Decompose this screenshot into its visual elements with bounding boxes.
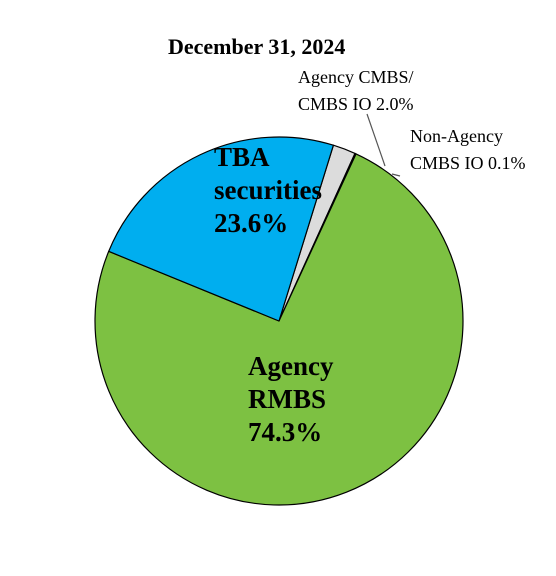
label-non-agency-cmbs-line: Non-Agency: [410, 126, 503, 146]
chart-title: December 31, 2024: [168, 34, 346, 59]
label-tba-securities-line: TBA: [214, 142, 270, 172]
leader-line-non-agency-cmbs: [391, 173, 401, 177]
label-agency-rmbs-line: Agency: [248, 351, 334, 381]
slice-agency-rmbs: [94, 153, 464, 506]
label-agency-rmbs-line: RMBS: [248, 384, 326, 414]
label-agency-cmbs-line: Agency CMBS/: [298, 67, 414, 87]
leader-line-agency-cmbs: [366, 113, 386, 167]
label-non-agency-cmbs: Non-Agency CMBS IO 0.1%: [410, 126, 526, 173]
label-agency-cmbs-line: CMBS IO 2.0%: [298, 94, 414, 114]
label-tba-securities-line: securities: [214, 175, 322, 205]
label-non-agency-cmbs-line: CMBS IO 0.1%: [410, 153, 526, 173]
label-agency-rmbs-line: 74.3%: [248, 417, 322, 447]
label-agency-cmbs: Agency CMBS/CMBS IO 2.0%: [298, 67, 414, 114]
label-tba-securities: TBA securities 23.6%: [214, 142, 322, 238]
label-agency-rmbs: Agency RMBS 74.3%: [248, 351, 334, 447]
slice-tba-securities: [108, 136, 335, 322]
label-tba-securities-line: 23.6%: [214, 208, 288, 238]
